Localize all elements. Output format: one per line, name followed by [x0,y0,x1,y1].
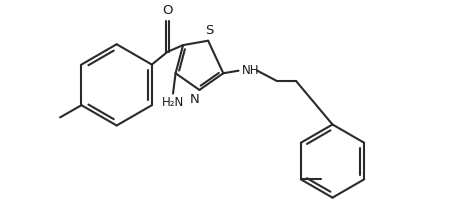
Text: S: S [205,24,213,37]
Text: H₂N: H₂N [162,96,184,109]
Text: NH: NH [242,64,260,77]
Text: O: O [162,4,173,17]
Text: N: N [189,93,199,106]
